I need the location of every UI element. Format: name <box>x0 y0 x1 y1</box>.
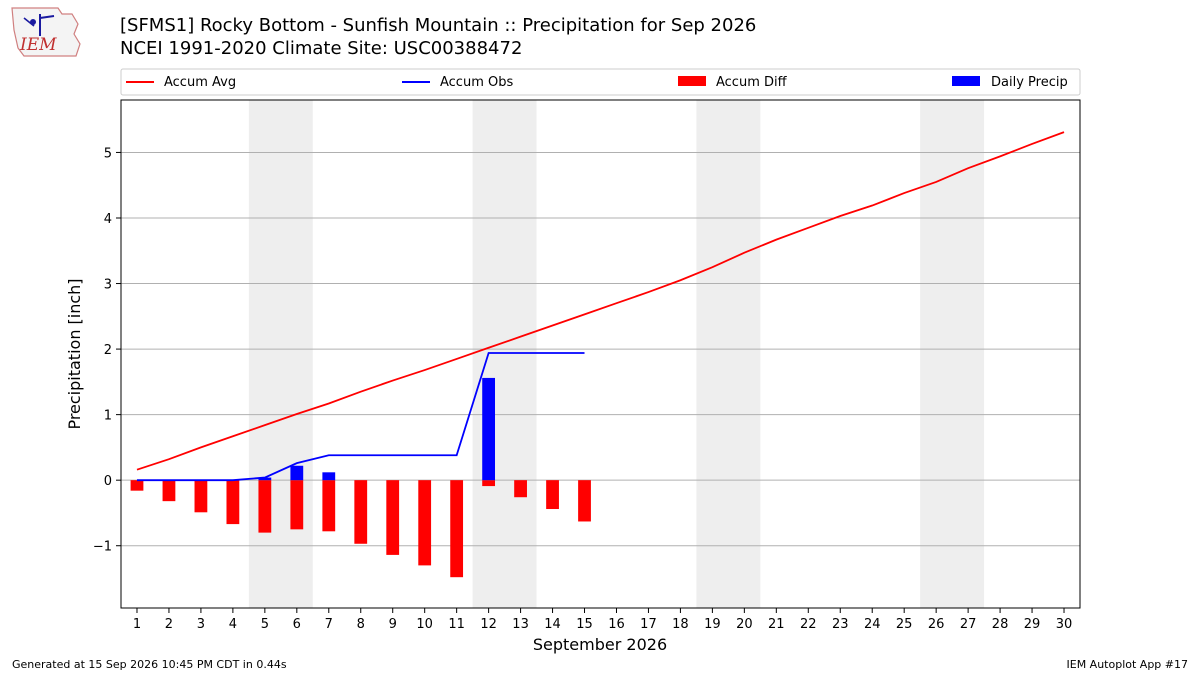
x-tick-label: 10 <box>416 617 433 632</box>
accum-diff-bar <box>546 480 559 510</box>
iem-logo: IEM <box>11 7 81 57</box>
x-tick-label: 12 <box>480 617 497 632</box>
x-tick-label: 30 <box>1056 617 1073 632</box>
generated-timestamp: Generated at 15 Sep 2026 10:45 PM CDT in… <box>12 658 287 671</box>
accum-avg-line <box>136 131 1065 471</box>
accum-diff-bar <box>514 480 527 498</box>
chart-subtitle: NCEI 1991-2020 Climate Site: USC00388472 <box>120 38 522 59</box>
accum-obs-line <box>136 352 585 482</box>
x-tick-label: 2 <box>165 617 173 632</box>
x-tick-label: 19 <box>704 617 721 632</box>
y-tick-label: −1 <box>93 540 112 555</box>
plot-frame <box>120 99 1081 609</box>
x-tick-label: 29 <box>1024 617 1041 632</box>
accum-diff-bar <box>386 480 400 555</box>
legend-item-accum-avg: Accum Avg <box>126 75 236 90</box>
legend-label-accum-avg: Accum Avg <box>164 75 236 90</box>
x-tick-label: 14 <box>544 617 561 632</box>
accum-diff-bar <box>450 480 464 578</box>
legend-frame <box>120 68 1081 96</box>
daily-precip-bar <box>482 377 496 481</box>
x-tick-label: 21 <box>768 617 785 632</box>
y-gridlines <box>121 151 1080 547</box>
x-tick-label: 25 <box>896 617 913 632</box>
y-tick-label: 4 <box>104 212 112 227</box>
x-tick-label: 20 <box>736 617 753 632</box>
x-tick-label: 22 <box>800 617 817 632</box>
x-axis-label: September 2026 <box>533 635 667 654</box>
weekend-band <box>920 100 985 608</box>
accum-diff-bar <box>226 480 240 525</box>
accum-diff-bar <box>162 480 176 502</box>
logo-text: IEM <box>19 35 57 55</box>
x-tick-label: 26 <box>928 617 945 632</box>
x-tick-label: 7 <box>325 617 333 632</box>
x-tick-label: 16 <box>608 617 625 632</box>
legend-swatch-accum-diff <box>678 76 706 86</box>
x-tick-label: 11 <box>448 617 465 632</box>
legend-label-accum-diff: Accum Diff <box>716 75 788 90</box>
lines <box>136 131 1065 482</box>
x-tick-label: 8 <box>357 617 365 632</box>
daily-precip-bar <box>258 477 272 481</box>
accum-diff-bar <box>418 480 432 566</box>
y-tick-label: 0 <box>104 474 112 489</box>
accum-diff-bar <box>130 480 144 491</box>
y-tick-label: 5 <box>104 146 112 161</box>
iowa-outline-icon <box>11 7 81 57</box>
chart-legend: Accum Avg Accum Obs Accum Diff Daily Pre… <box>120 68 1081 96</box>
x-tick-label: 18 <box>672 617 689 632</box>
x-tick-label: 23 <box>832 617 849 632</box>
legend-item-accum-obs: Accum Obs <box>402 75 513 90</box>
accum-diff-bar <box>578 480 591 522</box>
legend-label-accum-obs: Accum Obs <box>440 75 513 90</box>
x-tick-label: 9 <box>389 617 397 632</box>
x-tick-label: 27 <box>960 617 977 632</box>
weekend-band <box>472 100 537 608</box>
x-tick-label: 3 <box>197 617 205 632</box>
x-tick-label: 1 <box>133 617 141 632</box>
legend-item-daily-precip: Daily Precip <box>952 75 1068 90</box>
app-credit: IEM Autoplot App #17 <box>1066 658 1189 671</box>
chart-title: [SFMS1] Rocky Bottom - Sunfish Mountain … <box>120 15 756 36</box>
x-tick-label: 5 <box>261 617 269 632</box>
accum-diff-bar <box>354 480 368 544</box>
x-tick-label: 6 <box>293 617 301 632</box>
accum-diff-bar <box>482 480 496 487</box>
weekend-band <box>696 100 761 608</box>
x-tick-label: 4 <box>229 617 237 632</box>
x-tick-label: 28 <box>992 617 1009 632</box>
accum-diff-bar <box>194 480 208 513</box>
legend-swatch-daily-precip <box>952 76 980 86</box>
weather-station-icon <box>23 14 55 36</box>
daily-precip-bar <box>290 465 304 481</box>
y-tick-label: 1 <box>104 409 112 424</box>
x-tick-label: 24 <box>864 617 881 632</box>
x-tick-label: 15 <box>576 617 593 632</box>
legend-label-daily-precip: Daily Precip <box>991 75 1068 90</box>
legend-item-accum-diff: Accum Diff <box>678 75 788 90</box>
y-tick-label: 2 <box>104 343 112 358</box>
y-axis-label: Precipitation [inch] <box>65 278 84 429</box>
x-tick-label: 17 <box>640 617 657 632</box>
accum-diff-bar <box>258 480 272 533</box>
x-tick-label: 13 <box>512 617 529 632</box>
accum-diff-bar <box>290 480 304 530</box>
y-tick-label: 3 <box>104 278 112 293</box>
accum-diff-bar <box>322 480 336 532</box>
daily-precip-bar <box>322 472 336 481</box>
bars <box>130 377 591 578</box>
